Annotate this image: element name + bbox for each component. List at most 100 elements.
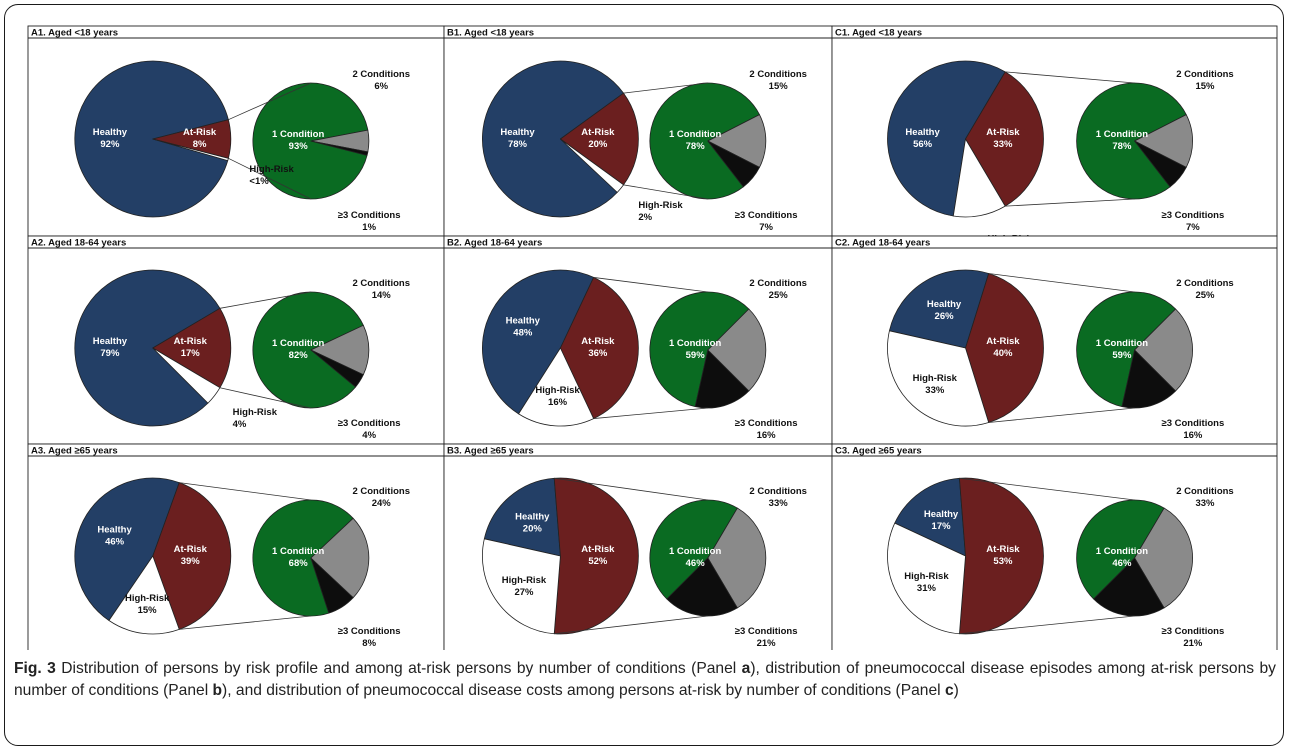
figure-frame — [4, 4, 1284, 746]
panel-title: B3. Aged ≥65 years — [447, 446, 534, 457]
label-healthy: Healthy 48% — [506, 315, 541, 338]
slice-1-condition — [1076, 291, 1177, 408]
slice-1-condition — [252, 82, 369, 200]
slice-1-condition — [1076, 499, 1165, 600]
slice-healthy — [887, 60, 1006, 217]
caption-text-3: ), and distribution of pneumococcal dise… — [222, 682, 945, 699]
label-1-condition: 1 Condition 68% — [272, 546, 324, 569]
slice-high-risk — [482, 538, 561, 635]
slice-high-risk — [108, 555, 180, 635]
label-healthy: Healthy 46% — [97, 525, 132, 548]
slice-healthy — [894, 477, 966, 557]
slice-2-conditions — [1134, 308, 1193, 392]
label-healthy: Healthy 20% — [515, 512, 550, 535]
slice-2-conditions — [1134, 507, 1193, 609]
panel-a1: A1. Aged <18 years Healthy 92% At-Risk 8% Hig… — [27, 25, 445, 237]
slice-high-risk — [560, 138, 624, 193]
panel-title: A1. Aged <18 years — [31, 28, 118, 39]
label-healthy: Healthy 56% — [905, 127, 940, 150]
slice-at-risk — [965, 273, 1044, 423]
label-3-conditions: ≥3 Conditions 16% — [1162, 418, 1225, 441]
label-high-risk: High-Risk 27% — [502, 575, 547, 598]
connector-line-bottom — [988, 407, 1135, 423]
caption-fig-label: Fig. 3 — [14, 660, 56, 677]
connector-line-top — [623, 82, 708, 94]
slice-1-condition — [252, 499, 354, 617]
connector-line-top — [179, 482, 311, 501]
label-2-conditions: 2 Conditions 33% — [1176, 486, 1234, 509]
label-1-condition: 1 Condition 59% — [1096, 338, 1148, 361]
label-2-conditions: 2 Conditions 25% — [749, 278, 807, 301]
slice-at-risk — [965, 71, 1044, 207]
label-at-risk: At-Risk 33% — [986, 127, 1020, 150]
slice-healthy — [889, 269, 990, 349]
slice-high-risk — [518, 347, 595, 427]
label-high-risk: High-Risk 31% — [904, 571, 949, 594]
label-high-risk: High-Risk <1% — [249, 164, 294, 187]
label-healthy: Healthy 78% — [500, 127, 535, 150]
panel-title: B2. Aged 18-64 years — [447, 238, 542, 249]
panel-c1: C1. Aged <18 yearsHealthy56%At-Risk33%Hi… — [831, 25, 1278, 256]
slice-healthy — [74, 60, 229, 218]
slice-at-risk — [560, 277, 639, 419]
label-3-conditions: ≥3 Conditions 8% — [338, 626, 401, 649]
slice-3-conditions — [1121, 349, 1177, 409]
panel-title: B1. Aged <18 years — [447, 28, 534, 39]
caption-panel-c: c — [944, 682, 954, 699]
slice-healthy — [483, 477, 561, 557]
label-at-risk: At-Risk 17% — [174, 336, 208, 359]
slice-high-risk — [952, 138, 1006, 218]
label-at-risk: At-Risk 20% — [581, 127, 615, 150]
slice-at-risk — [152, 307, 232, 389]
slice-high-risk — [887, 330, 990, 427]
label-healthy: Healthy 79% — [93, 336, 128, 359]
label-at-risk: At-Risk 36% — [581, 336, 615, 359]
label-high-risk: High-Risk 2% — [638, 200, 683, 223]
panel-a2: A2. Aged 18-64 years Healthy 79% At-Risk 17%… — [27, 235, 445, 445]
label-high-risk: High-Risk 16% — [535, 385, 580, 408]
panel-title: A3. Aged ≥65 years — [31, 446, 118, 457]
panel-b3: B3. Aged ≥65 years Healthy 20% At-Risk 52% Hi… — [443, 443, 833, 650]
panel-c3: C3. Aged ≥65 years Healthy 17% At-Risk 53% Hi… — [831, 443, 1278, 650]
connector-line-top — [959, 477, 1135, 501]
slice-3-conditions — [707, 140, 760, 188]
label-healthy: Healthy 92% — [93, 127, 128, 150]
slice-at-risk — [560, 92, 639, 186]
slice-at-risk — [959, 477, 1044, 635]
label-2-conditions: 2 Conditions 33% — [749, 486, 807, 509]
slice-2-conditions — [310, 517, 370, 599]
label-2-conditions: 2 Conditions 6% — [352, 69, 410, 92]
label-high-risk: High-Risk 4% — [233, 407, 278, 430]
label-3-conditions: ≥3 Conditions 16% — [735, 418, 798, 441]
connector-line-bottom — [959, 615, 1135, 635]
panel-title: C1. Aged <18 years — [835, 28, 922, 39]
caption-text-1: Distribution of persons by risk profile … — [55, 660, 742, 677]
slice-2-conditions — [707, 308, 767, 392]
pie-chart-grid: A1. Aged <18 years Healthy 92% At-Risk 8% Hig… — [27, 25, 1278, 650]
slice-3-conditions — [1093, 557, 1165, 617]
connector-line-bottom — [1005, 198, 1135, 207]
label-at-risk: At-Risk 52% — [581, 544, 615, 567]
label-3-conditions: ≥3 Conditions 1% — [338, 210, 401, 233]
slice-healthy — [482, 60, 624, 218]
label-3-conditions: ≥3 Conditions 21% — [735, 626, 798, 649]
connector-line-top — [228, 82, 312, 121]
label-3-conditions: ≥3 Conditions 7% — [1162, 210, 1225, 233]
caption-text-2: ), distribution of pneumococcal disease … — [14, 660, 1276, 699]
slice-2-conditions — [1134, 114, 1193, 168]
connector-line-top — [988, 273, 1135, 293]
label-3-conditions: ≥3 Conditions 4% — [338, 418, 401, 441]
label-high-risk: High-Risk 33% — [913, 373, 958, 396]
slice-3-conditions — [310, 349, 364, 388]
slice-3-conditions — [1134, 140, 1187, 188]
label-1-condition: 1 Condition 78% — [669, 129, 721, 152]
panel-title: A2. Aged 18-64 years — [31, 238, 126, 249]
label-healthy: Healthy 17% — [924, 509, 959, 532]
panel-c2: C2. Aged 18-64 years Healthy 26% At-Risk 40%… — [831, 235, 1278, 445]
label-1-condition: 1 Condition 93% — [272, 129, 324, 152]
label-at-risk: At-Risk 53% — [986, 544, 1020, 567]
label-2-conditions: 2 Conditions 15% — [1176, 69, 1234, 92]
slice-high-risk — [152, 347, 221, 404]
panel-a3: A3. Aged ≥65 years Healthy 46% At-Risk 39% Hi… — [27, 443, 445, 650]
label-1-condition: 1 Condition 82% — [272, 338, 324, 361]
